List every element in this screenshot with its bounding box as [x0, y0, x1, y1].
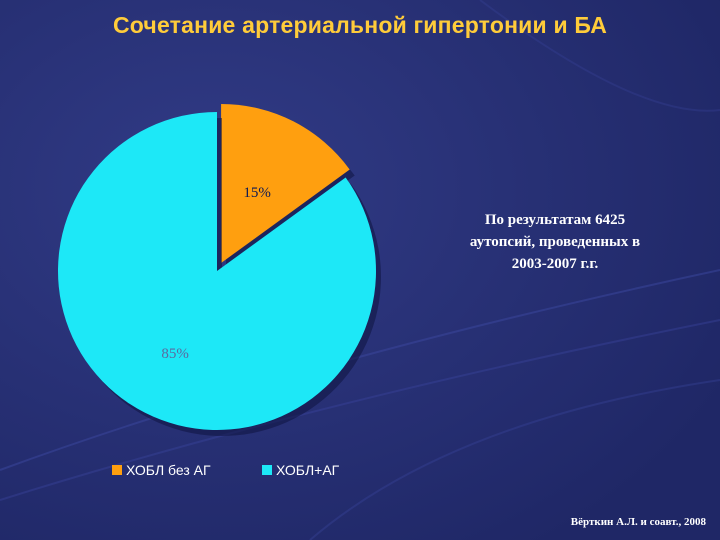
source-citation: Вёрткин А.Л. и соавт., 2008	[570, 516, 706, 528]
study-note-line: По результатам 6425	[484, 212, 626, 228]
background-swoosh	[309, 379, 720, 540]
legend-swatch	[112, 465, 122, 475]
background-swoosh	[0, 319, 720, 501]
legend-label: ХОБЛ+АГ	[276, 462, 340, 478]
legend-swatch	[262, 465, 272, 475]
study-note-line: 2003-2007 г.г.	[511, 256, 599, 272]
pie-slice	[221, 103, 350, 263]
page-title: Сочетание артериальной гипертонии и БА	[112, 12, 608, 38]
study-note-line: аутопсий, проведенных в	[469, 234, 641, 250]
legend-label: ХОБЛ без АГ	[126, 462, 211, 478]
background-swoosh	[479, 0, 720, 112]
study-note: По результатам 6425 аутопсий, проведенны…	[420, 209, 690, 275]
pie-slice	[57, 112, 376, 430]
data-label: 85%	[161, 346, 189, 362]
data-label: 15%	[243, 185, 271, 201]
